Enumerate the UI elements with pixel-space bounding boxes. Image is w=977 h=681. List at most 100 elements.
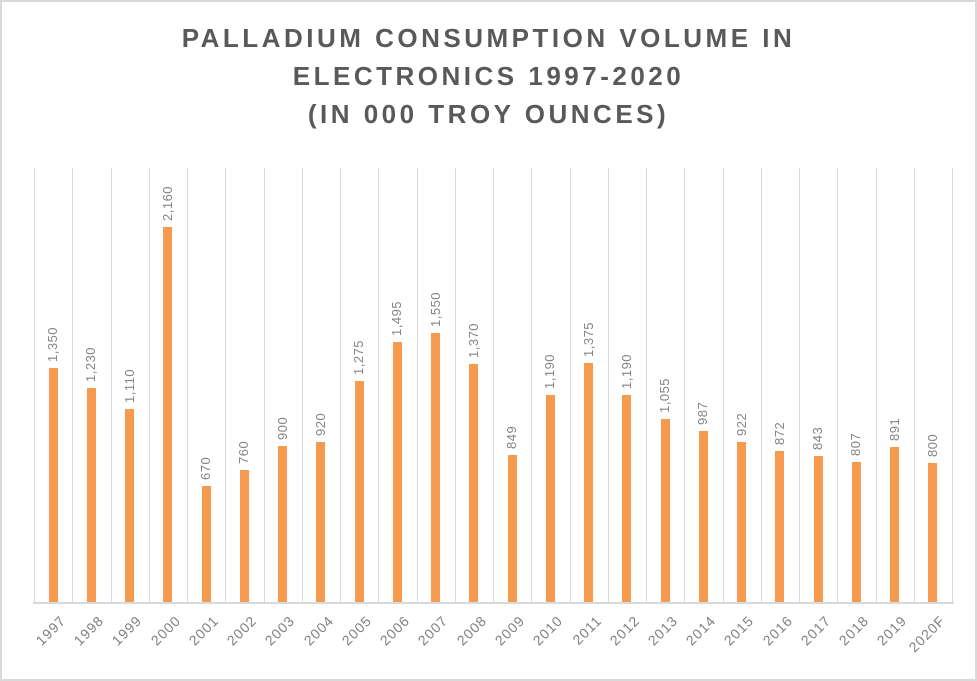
gridline (416, 168, 418, 602)
gridline (378, 168, 380, 602)
bar-value-label: 800 (924, 433, 940, 457)
gridline (225, 168, 227, 602)
gridline (493, 168, 494, 602)
bar-value-label: 849 (504, 425, 520, 449)
bar-2018 (851, 462, 861, 602)
x-axis-tick-label: 2018 (835, 612, 872, 649)
bar-2013 (660, 419, 670, 602)
x-axis-tick-label: 1997 (32, 612, 69, 649)
gridline (301, 168, 303, 602)
bar-2002 (239, 470, 249, 602)
gridline (263, 168, 265, 602)
x-axis-tick-label: 2004 (300, 612, 337, 649)
gridline (722, 168, 724, 602)
gridline (148, 168, 150, 602)
bar-2010 (545, 395, 555, 602)
gridline (684, 168, 686, 602)
bar-2008 (469, 364, 479, 602)
gridline (72, 168, 74, 602)
bar-value-label: 760 (236, 440, 252, 464)
gridline (569, 168, 571, 602)
x-axis-tick-label: 1999 (109, 612, 146, 649)
x-axis-tick-label: 2010 (529, 612, 566, 649)
bar-value-label: 872 (771, 421, 787, 445)
bar-1999 (125, 409, 135, 602)
x-axis-tick-label: 2008 (453, 612, 490, 649)
x-axis-tick-label: 2002 (223, 612, 260, 649)
bar-2019 (890, 447, 900, 602)
bar-value-label: 1,275 (351, 339, 367, 375)
bar-value-label: 1,550 (427, 291, 443, 327)
bar-2015 (737, 442, 747, 602)
bar-1998 (86, 388, 96, 602)
bar-2004 (316, 442, 326, 602)
bar-value-label: 1,375 (580, 321, 596, 357)
bar-value-label: 922 (733, 412, 749, 436)
bar-value-label: 1,110 (121, 368, 137, 403)
bar-value-label: 843 (810, 426, 826, 450)
x-axis-tick-label: 2014 (682, 612, 719, 649)
chart-title-line-3: (IN 000 TROY OUNCES) (307, 99, 670, 129)
bar-value-label: 1,055 (657, 377, 673, 413)
bar-value-label: 1,495 (389, 300, 405, 336)
bar-2016 (775, 451, 785, 602)
x-axis-tick-label: 2005 (338, 612, 375, 649)
x-axis-tick-label: 2000 (147, 612, 184, 649)
bar-value-label: 900 (274, 416, 290, 440)
x-axis-tick-label: 2007 (415, 612, 452, 649)
bar-2012 (622, 395, 632, 602)
bar-2009 (507, 455, 517, 602)
bar-2020F (928, 463, 938, 602)
x-axis-tick-label: 2006 (376, 612, 413, 649)
bar-value-label: 2,160 (159, 185, 175, 221)
bar-value-label: 1,230 (83, 346, 99, 382)
bar-2006 (392, 342, 402, 602)
bar-2003 (278, 446, 288, 602)
bar-value-label: 1,190 (542, 353, 558, 389)
x-axis-tick-label: 2011 (568, 612, 605, 648)
chart-title-line-2: ELECTRONICS 1997-2020 (292, 61, 685, 91)
gridline (34, 168, 35, 602)
bar-1997 (48, 368, 58, 602)
bar-2017 (813, 456, 823, 602)
gridline (531, 168, 533, 602)
gridline (607, 168, 609, 602)
bar-2001 (201, 486, 211, 602)
bar-2000 (163, 227, 173, 602)
x-axis-tick-label: 2001 (185, 612, 222, 649)
gridline (952, 168, 953, 602)
bar-value-label: 1,370 (465, 322, 481, 358)
bar-value-label: 1,190 (618, 353, 634, 389)
bar-2011 (584, 363, 594, 602)
x-axis-tick-label: 2015 (721, 612, 758, 649)
gridline (187, 168, 188, 602)
gridline (110, 168, 112, 602)
bar-2014 (698, 431, 708, 602)
chart-title: PALLADIUM CONSUMPTION VOLUME IN ELECTRON… (2, 19, 975, 133)
bar-value-label: 920 (312, 412, 328, 436)
bar-2005 (354, 381, 364, 602)
gridline (875, 168, 877, 602)
gridline (913, 168, 915, 602)
gridline (454, 168, 456, 602)
x-axis-tick-label: 2020F (905, 612, 949, 656)
bar-value-label: 1,350 (45, 326, 61, 362)
gridline (340, 168, 341, 602)
gridline (646, 168, 647, 602)
x-axis-tick-label: 2003 (262, 612, 299, 649)
x-axis-line (33, 602, 954, 604)
x-axis-tick-label: 2016 (759, 612, 796, 649)
x-axis-tick-label: 2017 (797, 612, 834, 649)
gridline (799, 168, 800, 602)
bar-value-label: 891 (886, 417, 902, 441)
gridline (837, 168, 839, 602)
bar-value-label: 987 (695, 401, 711, 425)
x-axis-tick-label: 2009 (491, 612, 528, 649)
bar-2007 (431, 333, 441, 602)
chart-title-line-1: PALLADIUM CONSUMPTION VOLUME IN (181, 23, 796, 53)
bar-value-label: 807 (848, 432, 864, 456)
bar-value-label: 670 (198, 456, 214, 480)
x-axis-tick-label: 2012 (606, 612, 643, 649)
